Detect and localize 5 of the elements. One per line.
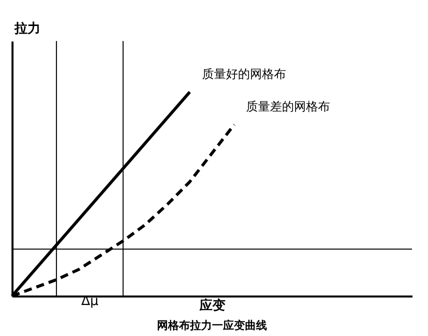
series-label: 质量好的网格布: [202, 67, 286, 81]
series-label: 质量差的网格布: [246, 100, 330, 114]
y-axis-title: 拉力: [14, 22, 40, 36]
x-axis-title: 应变: [198, 298, 226, 314]
text: 网格布拉力一应变曲线: [157, 319, 267, 332]
